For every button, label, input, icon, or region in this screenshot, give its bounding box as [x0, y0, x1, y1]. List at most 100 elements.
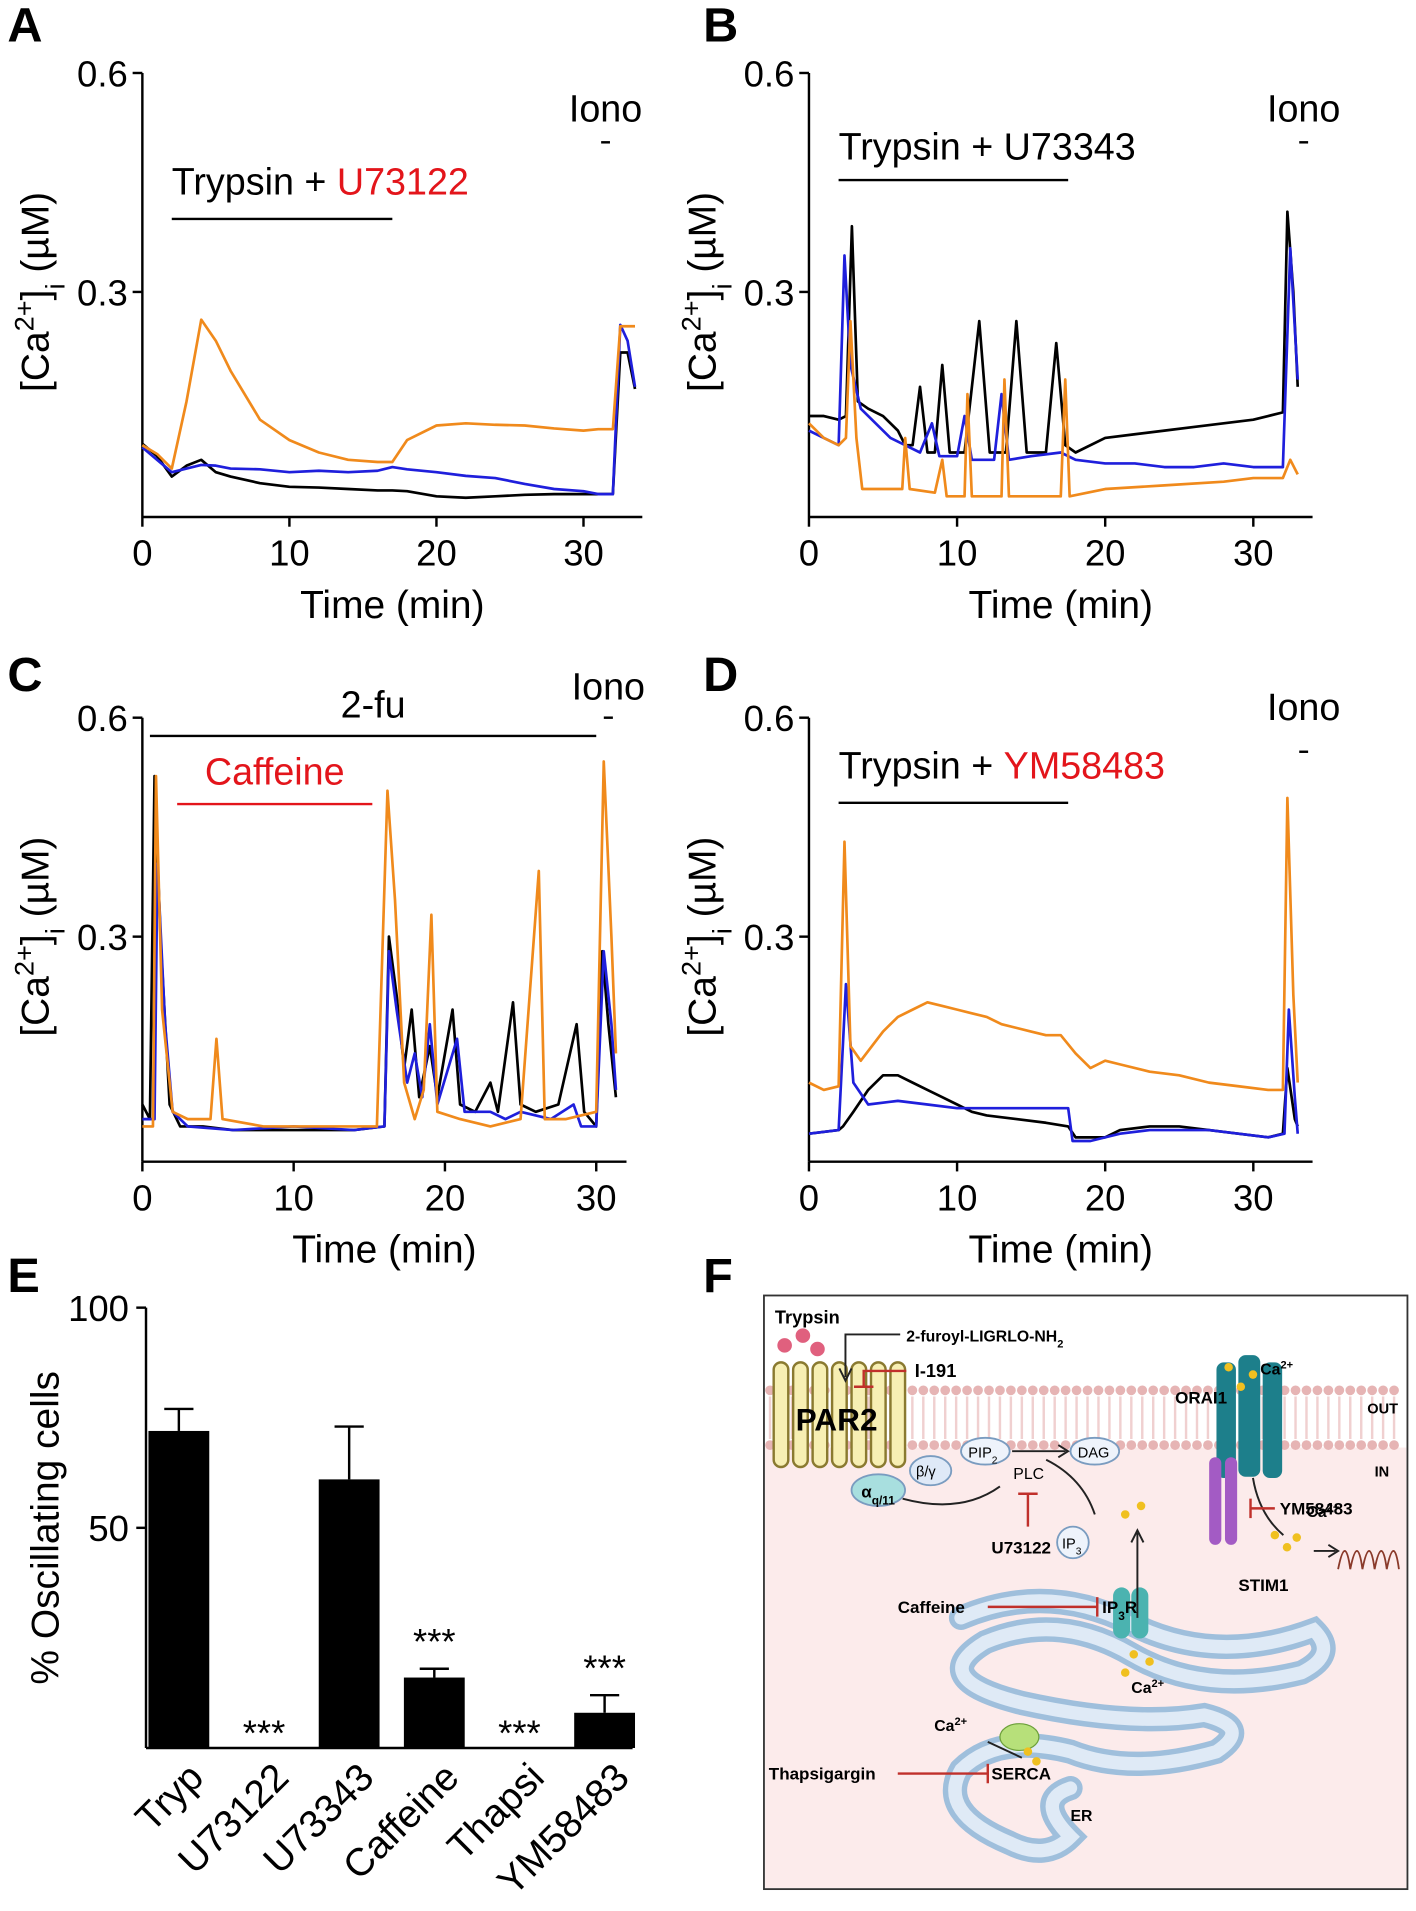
text-part: 2-fu: [341, 684, 406, 726]
inhibitors: [853, 1369, 1275, 1784]
treatment-label: Trypsin + U73122: [172, 161, 469, 203]
lipid-head: [1367, 1440, 1378, 1450]
treatment-label: Trypsin + U73343: [839, 125, 1136, 167]
significance: ***: [498, 1713, 541, 1754]
diagram-label: ORAI1: [1175, 1389, 1227, 1408]
text-part: ]: [681, 290, 724, 301]
treatment-label: Iono: [1267, 88, 1340, 130]
lipid-head: [1378, 1385, 1388, 1396]
lipid-head: [940, 1385, 951, 1396]
diagram-label: I-191: [915, 1360, 957, 1381]
y-axis-label: [Ca2+]i (µM): [675, 837, 737, 1037]
trace: [808, 982, 1300, 1143]
diagram-label: Ca2+: [1260, 1360, 1293, 1379]
treatment-label: 2-fu: [341, 684, 406, 726]
y-tick-label: 50: [88, 1508, 129, 1549]
lipid-head: [1203, 1385, 1213, 1396]
bar: [403, 1677, 465, 1748]
lipid-head: [973, 1385, 983, 1396]
bar: [148, 1430, 210, 1748]
lipid-head: [984, 1385, 994, 1396]
lipid-head: [1006, 1385, 1016, 1396]
text-part: i: [706, 283, 737, 289]
x-tick-label: 20: [1085, 1177, 1126, 1218]
trace: [808, 319, 1299, 498]
text-part: i: [706, 928, 737, 934]
text-part: YM58483: [1004, 745, 1165, 787]
diagram-label: IP3R: [1102, 1598, 1137, 1623]
trace: [808, 246, 1300, 469]
lipid-head: [929, 1385, 940, 1396]
x-tick-label: 30: [1233, 1177, 1274, 1218]
text-part: Caffeine: [898, 1598, 965, 1617]
lipid-head: [907, 1385, 918, 1396]
lipid-head: [1301, 1440, 1312, 1450]
lipid-head: [1170, 1440, 1180, 1450]
y-axis-label: [Ca2+]i (µM): [8, 837, 70, 1037]
text-part: 2+: [675, 300, 706, 331]
text-part: [Ca: [681, 331, 724, 392]
x-tick-label: 10: [269, 533, 310, 574]
diagram-label: PAR2: [796, 1402, 878, 1438]
x-tick-label: 10: [937, 533, 978, 574]
panel-label: C: [7, 648, 42, 702]
x-axis-label: Time (min): [969, 584, 1153, 627]
diagram-label: YM58483: [1280, 1499, 1353, 1518]
lipid-head: [1060, 1385, 1071, 1396]
lipid-head: [1345, 1385, 1356, 1396]
treatment-label: Iono: [1267, 686, 1340, 728]
lipid-head: [1323, 1385, 1334, 1396]
text-part: IN: [1375, 1465, 1390, 1481]
lipid-head: [1356, 1440, 1367, 1450]
par2-receptor: [772, 1361, 907, 1469]
x-tick-label: 20: [416, 533, 457, 574]
x-tick-label: 0: [132, 1177, 152, 1218]
text-part: SERCA: [991, 1765, 1051, 1784]
x-tick-label: 20: [425, 1177, 466, 1218]
x-axis-label: Time (min): [300, 584, 484, 627]
er: [942, 1588, 1336, 1863]
lipid-head: [1334, 1385, 1345, 1396]
text-part: STIM1: [1238, 1576, 1288, 1595]
text-part: 2+: [1327, 1502, 1340, 1514]
bar: [318, 1479, 380, 1748]
diagram-label: IN: [1375, 1465, 1390, 1481]
text-part: ]: [15, 290, 58, 301]
lipid-head: [1082, 1385, 1093, 1396]
diagram-label: Trypsin: [775, 1306, 840, 1327]
text-part: R: [1125, 1598, 1137, 1617]
lipid-head: [1016, 1440, 1027, 1450]
text-part: Ca: [1131, 1680, 1151, 1697]
lipid-head: [1115, 1385, 1126, 1396]
lipid-head: [1389, 1385, 1399, 1396]
lipid-head: [1148, 1440, 1159, 1450]
serca-pump: [999, 1723, 1040, 1752]
x-tick-label: 0: [799, 1177, 819, 1218]
lipid-head: [918, 1385, 929, 1396]
lipid-head: [918, 1440, 929, 1450]
lipid-head: [951, 1440, 962, 1450]
trace: [142, 760, 618, 1128]
diagram-label: Thapsigargin: [769, 1765, 876, 1784]
x-tick-label: 0: [132, 533, 152, 574]
lipid-head: [1290, 1385, 1301, 1396]
diagram-label: PIP2: [968, 1445, 997, 1466]
ip3r-channel: [1113, 1587, 1149, 1639]
text-part: i: [39, 928, 70, 934]
text-part: PLC: [1013, 1466, 1044, 1483]
x-tick-label: 10: [937, 1177, 978, 1218]
text-part: PAR2: [796, 1402, 878, 1438]
x-tick-label: 30: [563, 533, 604, 574]
text-part: q/11: [872, 1493, 896, 1507]
trypsin-molecules: [777, 1328, 825, 1357]
treatment-label: Caffeine: [205, 751, 345, 793]
text-part: 3: [1076, 1546, 1082, 1557]
diagram-label: DAG: [1078, 1445, 1110, 1461]
text-part: Trypsin: [775, 1306, 840, 1327]
arrows: [838, 1333, 1340, 1759]
y-tick-label: 0.6: [744, 53, 795, 94]
x-axis-label: Time (min): [292, 1229, 476, 1272]
text-part: 2-furoyl-LIGRLO-NH: [906, 1329, 1057, 1346]
text-part: [Ca: [681, 976, 724, 1037]
